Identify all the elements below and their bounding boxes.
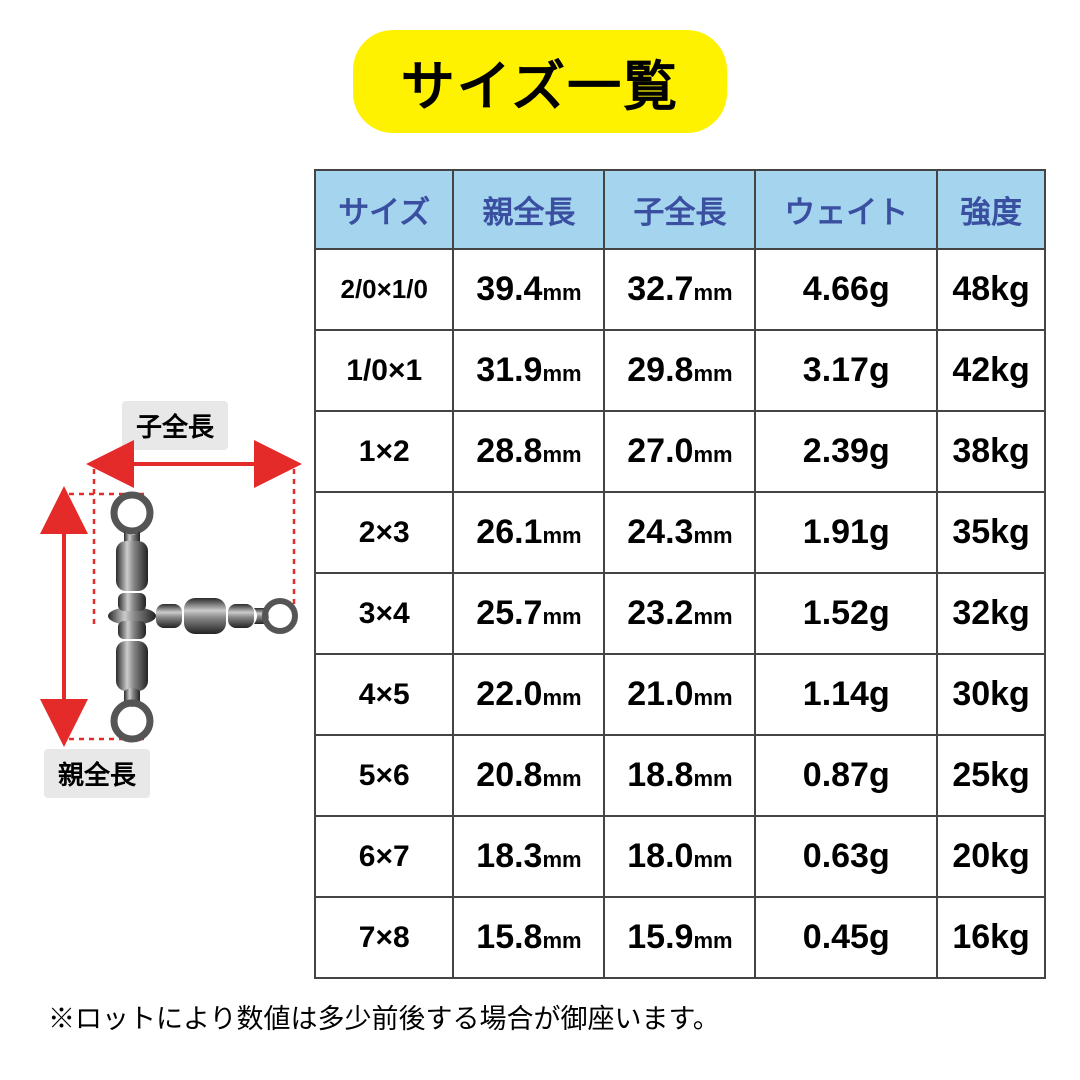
- table-header-cell: サイズ: [315, 170, 453, 249]
- cell-size: 2/0×1/0: [315, 249, 453, 330]
- cell-main-length: 39.4mm: [453, 249, 604, 330]
- table-row: 6×718.3mm18.0mm0.63g20kg: [315, 816, 1045, 897]
- cell-strength: 20kg: [937, 816, 1045, 897]
- cell-size: 3×4: [315, 573, 453, 654]
- cell-main-length: 31.9mm: [453, 330, 604, 411]
- cell-sub-length: 27.0mm: [604, 411, 755, 492]
- diagram-column: 子全長 親全長: [34, 409, 314, 809]
- cell-sub-length: 23.2mm: [604, 573, 755, 654]
- cell-sub-length: 18.0mm: [604, 816, 755, 897]
- table-header-cell: 子全長: [604, 170, 755, 249]
- cell-weight: 2.39g: [755, 411, 937, 492]
- table-header-cell: ウェイト: [755, 170, 937, 249]
- cell-size: 2×3: [315, 492, 453, 573]
- cell-main-length: 20.8mm: [453, 735, 604, 816]
- cell-size: 5×6: [315, 735, 453, 816]
- swivel-diagram: [34, 409, 314, 789]
- cell-sub-length: 15.9mm: [604, 897, 755, 978]
- cell-sub-length: 21.0mm: [604, 654, 755, 735]
- size-table: サイズ親全長子全長ウェイト強度 2/0×1/039.4mm32.7mm4.66g…: [314, 169, 1046, 979]
- table-row: 2/0×1/039.4mm32.7mm4.66g48kg: [315, 249, 1045, 330]
- cell-weight: 1.14g: [755, 654, 937, 735]
- cell-weight: 0.63g: [755, 816, 937, 897]
- cell-strength: 32kg: [937, 573, 1045, 654]
- cell-sub-length: 32.7mm: [604, 249, 755, 330]
- cell-strength: 30kg: [937, 654, 1045, 735]
- page-title: サイズ一覧: [353, 30, 727, 133]
- cell-main-length: 22.0mm: [453, 654, 604, 735]
- cell-size: 4×5: [315, 654, 453, 735]
- table-row: 3×425.7mm23.2mm1.52g32kg: [315, 573, 1045, 654]
- cell-size: 1×2: [315, 411, 453, 492]
- cell-main-length: 26.1mm: [453, 492, 604, 573]
- cell-main-length: 15.8mm: [453, 897, 604, 978]
- cell-main-length: 28.8mm: [453, 411, 604, 492]
- cell-strength: 25kg: [937, 735, 1045, 816]
- cell-sub-length: 24.3mm: [604, 492, 755, 573]
- cell-sub-length: 29.8mm: [604, 330, 755, 411]
- table-header-cell: 親全長: [453, 170, 604, 249]
- cell-size: 7×8: [315, 897, 453, 978]
- cell-weight: 4.66g: [755, 249, 937, 330]
- table-row: 2×326.1mm24.3mm1.91g35kg: [315, 492, 1045, 573]
- cell-weight: 1.91g: [755, 492, 937, 573]
- cell-strength: 38kg: [937, 411, 1045, 492]
- cell-weight: 3.17g: [755, 330, 937, 411]
- footnote: ※ロットにより数値は多少前後する場合が御座います。: [0, 997, 720, 1036]
- cell-main-length: 25.7mm: [453, 573, 604, 654]
- cell-weight: 1.52g: [755, 573, 937, 654]
- cell-sub-length: 18.8mm: [604, 735, 755, 816]
- table-row: 1/0×131.9mm29.8mm3.17g42kg: [315, 330, 1045, 411]
- table-header-cell: 強度: [937, 170, 1045, 249]
- cell-main-length: 18.3mm: [453, 816, 604, 897]
- cell-strength: 35kg: [937, 492, 1045, 573]
- table-row: 1×228.8mm27.0mm2.39g38kg: [315, 411, 1045, 492]
- content-row: 子全長 親全長: [0, 169, 1080, 979]
- cell-strength: 42kg: [937, 330, 1045, 411]
- cell-size: 1/0×1: [315, 330, 453, 411]
- cell-strength: 16kg: [937, 897, 1045, 978]
- table-column: サイズ親全長子全長ウェイト強度 2/0×1/039.4mm32.7mm4.66g…: [314, 169, 1046, 979]
- cell-strength: 48kg: [937, 249, 1045, 330]
- table-row: 5×620.8mm18.8mm0.87g25kg: [315, 735, 1045, 816]
- cell-weight: 0.45g: [755, 897, 937, 978]
- table-row: 4×522.0mm21.0mm1.14g30kg: [315, 654, 1045, 735]
- cell-size: 6×7: [315, 816, 453, 897]
- table-row: 7×815.8mm15.9mm0.45g16kg: [315, 897, 1045, 978]
- cell-weight: 0.87g: [755, 735, 937, 816]
